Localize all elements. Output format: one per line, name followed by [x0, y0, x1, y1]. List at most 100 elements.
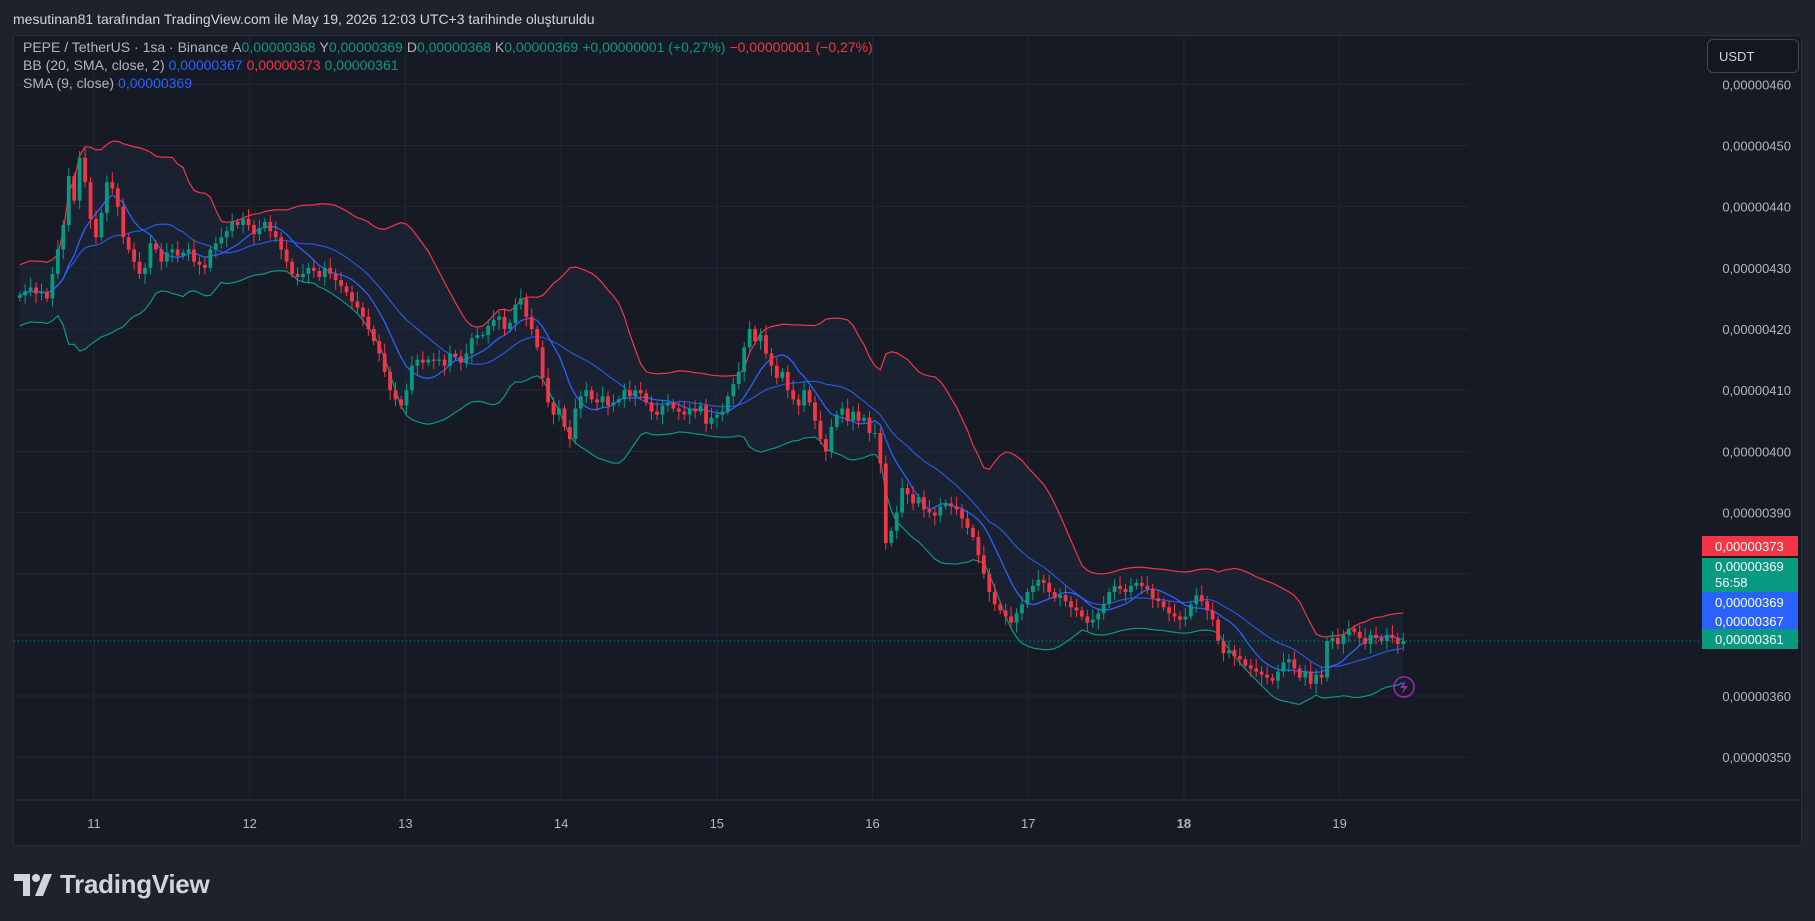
candle-body [1009, 616, 1013, 623]
candle-body [1216, 619, 1220, 641]
candle-body [949, 503, 954, 507]
candle-body [453, 353, 458, 357]
candle-body [1020, 604, 1024, 614]
candle-body [758, 335, 763, 342]
candle-body [584, 390, 589, 397]
tradingview-logo-icon [14, 873, 52, 896]
tradingview-logo: TradingView [14, 869, 210, 900]
snapshot-attribution: mesutinan81 tarafından TradingView.com i… [13, 11, 595, 27]
candle-body [655, 411, 659, 415]
candle-body [55, 249, 60, 274]
candle-body [889, 530, 894, 544]
legend-bb: BB (20, SMA, close, 2) 0,00000367 0,0000… [23, 57, 403, 73]
candle-body [1385, 634, 1389, 641]
candle-body [1330, 637, 1335, 641]
candle-body [578, 396, 583, 409]
candle-body [382, 353, 387, 372]
candle-body [785, 371, 790, 391]
legend-change-negative: −0,00000001 (−0,27%) [729, 39, 873, 55]
candle-body [148, 243, 153, 268]
candle-body [1183, 616, 1188, 620]
candle-body [780, 371, 785, 378]
candle-body [339, 280, 344, 287]
candle-body [290, 261, 294, 274]
candle-body [1063, 595, 1068, 602]
candle-body [388, 371, 393, 391]
candle-body [589, 390, 594, 400]
y-tick-label: 0,00000420 [1722, 322, 1791, 337]
candle-body [1112, 585, 1117, 593]
candle-body [126, 237, 131, 250]
candle-body [83, 157, 87, 183]
candle-body [1390, 634, 1395, 638]
candle-body [475, 335, 480, 339]
currency-button[interactable]: USDT [1707, 39, 1799, 73]
legend-high: 0,00000369 [328, 39, 403, 55]
lower-band-badge: 0,00000361 [1702, 629, 1798, 649]
legend-low: 0,00000368 [416, 39, 491, 55]
candle-body [420, 359, 425, 363]
candle-body [377, 341, 382, 354]
candle-body [829, 426, 834, 452]
candle-body [1205, 601, 1210, 611]
legend-bb-label[interactable]: BB (20, SMA, close, 2) [23, 57, 165, 73]
candle-body [981, 555, 986, 574]
candle-body [932, 512, 937, 516]
candle-body [676, 408, 681, 412]
chart-pane[interactable]: 0,000003500,000003600,000003700,00000380… [13, 35, 1802, 846]
candle-body [1265, 674, 1270, 678]
legend-open: 0,00000368 [241, 39, 316, 55]
candle-body [508, 322, 512, 330]
legend-sma-label[interactable]: SMA (9, close) [23, 75, 115, 91]
candle-body [1101, 604, 1106, 614]
candle-body [322, 267, 327, 278]
candle-body [802, 390, 807, 406]
candle-body [1074, 607, 1079, 611]
y-tick-label: 0,00000400 [1722, 444, 1791, 459]
candle-body [241, 218, 245, 226]
bar-countdown: 56:58 [1715, 575, 1748, 590]
candle-body [1319, 674, 1324, 678]
candle-body [104, 182, 109, 213]
candle-body [1357, 631, 1362, 638]
candle-body [1368, 634, 1373, 645]
candle-body [911, 494, 915, 504]
legend-bb-lower: 0,00000361 [324, 57, 399, 73]
candle-body [213, 243, 218, 250]
candle-body [1346, 628, 1351, 635]
candle-body [1030, 585, 1035, 593]
price-chart[interactable]: 0,000003500,000003600,000003700,00000380… [14, 36, 1801, 845]
candle-body [987, 573, 992, 593]
candle-body [469, 338, 474, 354]
candle-body [1210, 610, 1215, 620]
candle-body [1150, 588, 1155, 599]
candle-body [159, 249, 164, 262]
candle-body [121, 206, 126, 238]
candle-body [301, 273, 305, 278]
x-tick-label: 16 [865, 816, 879, 831]
candle-body [360, 307, 365, 317]
candle-body [1325, 640, 1329, 678]
candle-body [415, 359, 420, 366]
x-tick-label: 18 [1177, 816, 1191, 831]
candle-body [491, 319, 496, 326]
candle-body [660, 405, 665, 415]
candle-body [976, 536, 981, 556]
candle-body [1134, 582, 1139, 586]
candle-body [1259, 671, 1264, 675]
candle-body [366, 316, 371, 330]
candle-body [796, 399, 801, 406]
candle-body [1379, 637, 1384, 641]
candle-body [39, 291, 44, 294]
candle-body [546, 377, 550, 403]
candle-body [851, 411, 856, 421]
flash-icon-bolt [1400, 680, 1408, 694]
upper-band-badge: 0,00000373 [1702, 536, 1798, 556]
candle-body [769, 353, 774, 366]
legend-symbol[interactable]: PEPE / TetherUS · 1sa · Binance [23, 39, 229, 55]
y-tick-label: 0,00000390 [1722, 506, 1791, 521]
candle-body [567, 426, 572, 440]
candle-body [638, 390, 643, 394]
candle-body [998, 604, 1003, 611]
candle-body [513, 304, 518, 323]
